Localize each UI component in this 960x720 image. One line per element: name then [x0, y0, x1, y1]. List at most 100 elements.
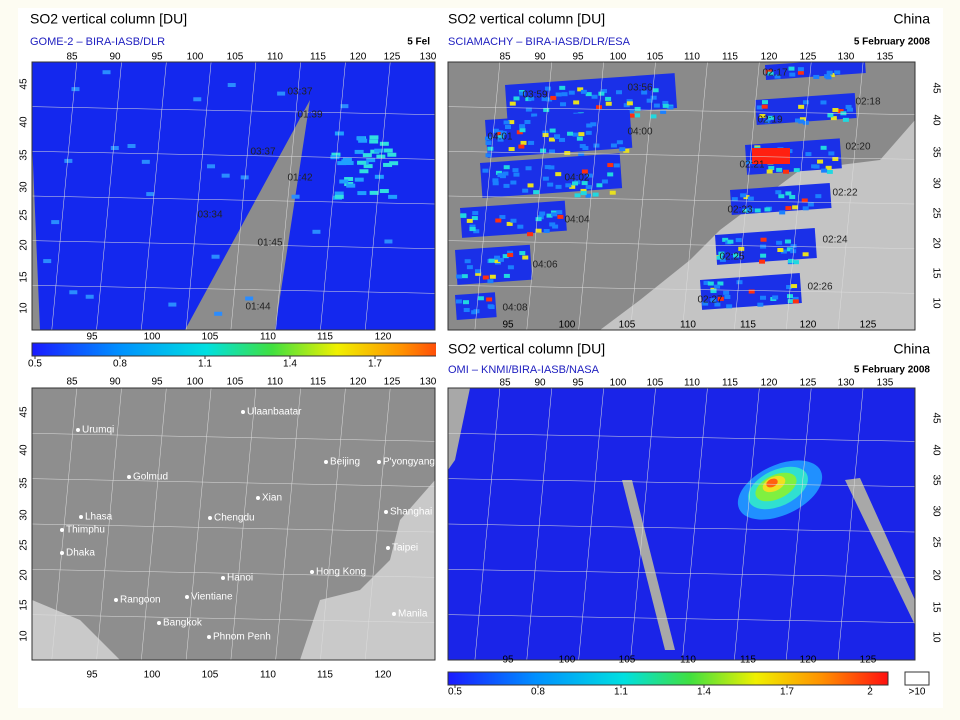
lat-tick-label: 40 — [19, 444, 30, 456]
so2-pixel — [503, 183, 510, 188]
orbit-time: 03:34 — [197, 210, 222, 221]
so2-pixel — [736, 280, 743, 285]
so2-pixel — [605, 101, 612, 106]
city-marker — [221, 576, 225, 580]
lon-tick-label: 105 — [227, 377, 244, 388]
city-label: Phnom Penh — [213, 632, 271, 643]
so2-pixel — [555, 184, 562, 189]
so2-pixel — [168, 302, 177, 307]
lon-tick-label: 95 — [86, 670, 98, 681]
so2-pixel — [834, 70, 841, 75]
so2-pixel — [500, 131, 507, 136]
graticule — [682, 62, 708, 330]
orbit-time: 04:08 — [502, 303, 527, 314]
lon-tick-label: 95 — [502, 320, 514, 331]
so2-pixel — [786, 285, 793, 290]
so2-pixel — [707, 281, 714, 286]
colorbar-tick-label: 0.5 — [28, 359, 42, 370]
so2-pixel — [605, 96, 612, 101]
so2-pixel — [342, 157, 352, 162]
so2-pixel — [710, 289, 717, 294]
colorbar-tick-label: 1.1 — [198, 359, 212, 370]
city-label: Rangoon — [120, 595, 161, 606]
lon-tick-label: 115 — [722, 52, 738, 63]
graticule — [448, 285, 915, 294]
so2-pixel — [85, 294, 94, 299]
so2-pixel — [717, 281, 724, 286]
so2-pixel — [43, 259, 52, 264]
so2-pixel — [561, 92, 568, 97]
graticule — [320, 388, 346, 660]
so2-pixel — [485, 136, 492, 141]
so2-pixel — [628, 109, 635, 114]
so2-pixel — [383, 162, 393, 167]
lat-tick-label: 20 — [930, 569, 941, 581]
so2-pixel — [577, 87, 584, 92]
so2-pixel — [628, 113, 635, 118]
so2-pixel — [291, 194, 300, 199]
so2-pixel — [802, 252, 809, 257]
so2-pixel — [510, 218, 517, 223]
so2-pixel — [591, 94, 598, 99]
so2-pixel — [585, 130, 592, 135]
graticule — [32, 285, 435, 294]
graticule — [32, 614, 435, 623]
so2-pixel — [578, 132, 585, 137]
so2-pixel — [842, 117, 849, 122]
city-label: Golmud — [133, 472, 168, 483]
so2-pixel — [845, 104, 852, 109]
so2-pixel — [466, 265, 473, 270]
so2-pixel — [572, 181, 579, 186]
lon-tick-label: 125 — [860, 655, 877, 666]
so2-pixel — [524, 120, 531, 125]
so2-pixel — [590, 122, 597, 127]
so2-pixel — [716, 255, 723, 260]
lon-tick-label: 125 — [860, 320, 877, 331]
lat-tick-label: 45 — [930, 82, 941, 94]
colorbar-tick-label: 2 — [867, 687, 873, 698]
lon-tick-label: 125 — [384, 377, 401, 388]
city-label: Xian — [262, 493, 282, 504]
lon-tick-label: 100 — [610, 52, 627, 63]
orbit-time: 04:01 — [487, 132, 512, 143]
so2-pixel — [334, 194, 344, 199]
orbit-time: 01:44 — [245, 302, 270, 313]
so2-pixel — [787, 258, 794, 263]
lat-tick-label: 40 — [930, 114, 941, 126]
so2-pixel — [472, 211, 479, 216]
so2-pixel — [512, 168, 519, 173]
lat-tick-label: 15 — [930, 601, 941, 613]
map-frame — [31, 387, 436, 661]
so2-pixel — [535, 228, 542, 233]
so2-pixel — [740, 193, 747, 198]
lon-tick-label: 130 — [838, 52, 855, 63]
map-panel — [448, 388, 915, 660]
so2-pixel — [518, 144, 525, 149]
colorbar-tick-label: 0.5 — [448, 687, 462, 698]
so2-pixel — [653, 103, 660, 108]
lat-tick-label: 40 — [19, 116, 30, 128]
city-marker — [76, 428, 80, 432]
so2-pixel — [764, 207, 771, 212]
orbit-time: 02:25 — [719, 252, 744, 263]
so2-pixel — [802, 120, 809, 125]
graticule — [474, 388, 501, 660]
lon-tick-label: 120 — [375, 670, 392, 681]
city-marker — [377, 460, 381, 464]
orbit-time: 02:20 — [845, 142, 870, 153]
lat-tick-label: 45 — [19, 406, 30, 418]
so2-pixel — [519, 124, 526, 129]
so2-pixel — [847, 107, 854, 112]
so2-pixel — [786, 247, 793, 252]
so2-pixel — [792, 260, 799, 265]
so2-pixel — [331, 152, 341, 157]
city-marker — [60, 551, 64, 555]
so2-pixel — [541, 97, 548, 102]
city-label: Beijing — [330, 457, 360, 468]
swath — [455, 244, 533, 285]
map-frame — [447, 387, 916, 661]
lat-tick-label: 15 — [930, 267, 941, 279]
so2-pixel — [555, 92, 562, 97]
graticule — [448, 433, 915, 442]
label-group: SO2 vertical column [DU] GOME-2 – BIRA-IA… — [28, 11, 436, 370]
